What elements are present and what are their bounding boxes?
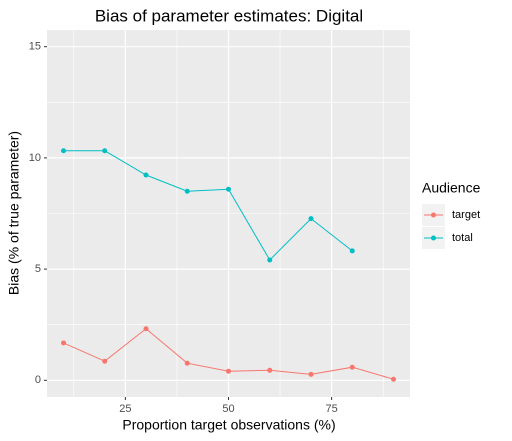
data-point xyxy=(143,326,149,332)
y-tick-label: 10 xyxy=(29,152,41,164)
data-point xyxy=(102,358,108,364)
data-point xyxy=(184,360,190,366)
legend-swatch xyxy=(431,212,436,218)
y-tick-label: 0 xyxy=(35,374,41,386)
data-point xyxy=(267,257,273,263)
data-point xyxy=(308,371,314,377)
data-point xyxy=(184,188,190,194)
x-tick-label: 50 xyxy=(222,403,234,415)
x-tick-label: 75 xyxy=(326,403,338,415)
y-tick-label: 15 xyxy=(29,41,41,53)
y-tick-label: 5 xyxy=(35,263,41,275)
legend-label: total xyxy=(452,232,473,244)
data-point xyxy=(267,367,273,373)
data-point xyxy=(226,186,231,192)
data-point xyxy=(226,368,231,374)
data-point xyxy=(61,148,66,154)
x-tick-label: 25 xyxy=(119,403,131,415)
data-point xyxy=(308,216,314,222)
legend-swatch xyxy=(431,235,436,241)
data-point xyxy=(349,248,355,254)
data-point xyxy=(143,172,149,178)
chart-title: Bias of parameter estimates: Digital xyxy=(95,6,363,25)
legend-label: target xyxy=(452,209,480,221)
x-axis-label: Proportion target observations (%) xyxy=(122,417,335,433)
y-axis-label: Bias (% of true parameter) xyxy=(6,131,22,295)
data-point xyxy=(102,148,108,154)
data-point xyxy=(349,364,355,370)
data-point xyxy=(391,376,396,382)
series-line xyxy=(63,150,353,261)
legend-title: Audience xyxy=(422,180,481,196)
data-point xyxy=(61,340,66,346)
